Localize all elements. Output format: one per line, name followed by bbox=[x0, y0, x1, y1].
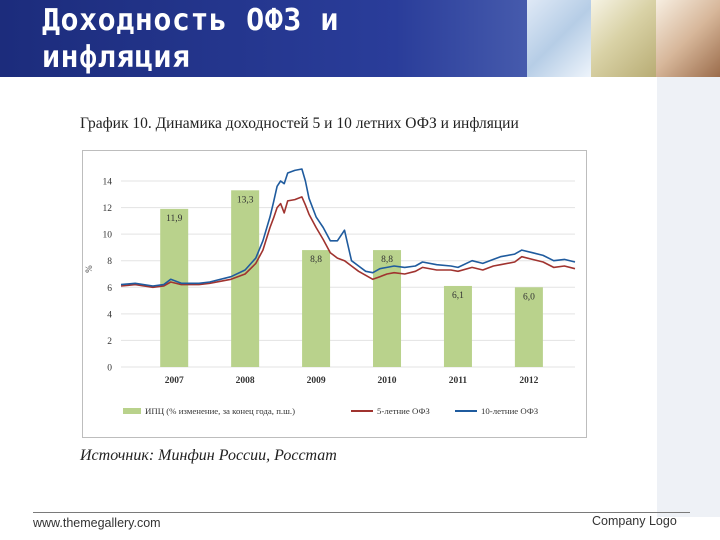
x-tick-label: 2010 bbox=[378, 376, 397, 386]
footer-url: www.themegallery.com bbox=[33, 516, 161, 530]
legend-swatch-cpi bbox=[123, 408, 141, 414]
y-tick-label: 10 bbox=[103, 231, 113, 241]
chart: 0 2 4 6 8 10 12 14% 11,9 2007 13,3 2008 8,8 2009 8,8 20… bbox=[84, 168, 576, 416]
header-photo-coins bbox=[591, 0, 656, 77]
bar-value-label: 6,1 bbox=[452, 291, 464, 301]
line-ofz-10y bbox=[120, 168, 576, 287]
company-logo: Company Logo bbox=[592, 514, 677, 528]
x-tick-label: 2007 bbox=[165, 376, 184, 386]
bar-value-label: 6,0 bbox=[523, 292, 535, 302]
x-tick-label: 2012 bbox=[519, 376, 538, 386]
slide-title: Доходность ОФЗ и инфляция bbox=[42, 3, 339, 75]
bar-cpi-2008 bbox=[231, 190, 260, 367]
x-tick-label: 2011 bbox=[449, 376, 468, 386]
legend-label-10y: 10-летние ОФЗ bbox=[481, 406, 538, 416]
bar-value-label: 8,8 bbox=[381, 255, 393, 265]
header-bar: Доходность ОФЗ и инфляция bbox=[0, 0, 720, 77]
y-axis-label: % bbox=[84, 265, 94, 273]
y-tick-label: 4 bbox=[107, 310, 112, 320]
bar-value-label: 11,9 bbox=[166, 214, 183, 224]
line-ofz-5y bbox=[120, 196, 576, 289]
header-photo-strip bbox=[527, 0, 720, 77]
x-tick-label: 2009 bbox=[307, 376, 326, 386]
y-tick-label: 14 bbox=[103, 178, 113, 188]
chart-title: График 10. Динамика доходностей 5 и 10 л… bbox=[80, 115, 519, 132]
bar-cpi-2009 bbox=[302, 250, 331, 367]
x-tick-label: 2008 bbox=[236, 376, 255, 386]
right-decor-stripe bbox=[657, 77, 720, 517]
header-photo-pen bbox=[655, 0, 720, 77]
y-tick-label: 2 bbox=[107, 337, 112, 347]
footer-divider bbox=[33, 512, 690, 513]
chart-frame: 0 2 4 6 8 10 12 14% 11,9 2007 13,3 2008 8,8 2009 8,8 20… bbox=[82, 150, 587, 438]
header-photo-money bbox=[527, 0, 592, 77]
bar-cpi-2011 bbox=[443, 285, 472, 367]
legend-label-cpi: ИПЦ (% изменение, за конец года, п.ш.) bbox=[145, 406, 295, 416]
bar-cpi-2007 bbox=[160, 208, 189, 367]
y-tick-label: 0 bbox=[107, 364, 112, 374]
source-note: Источник: Минфин России, Росстат bbox=[80, 447, 337, 464]
bar-cpi-2012 bbox=[514, 287, 543, 367]
bar-value-label: 13,3 bbox=[237, 195, 254, 205]
legend-label-5y: 5-летние ОФЗ bbox=[377, 406, 430, 416]
bar-value-label: 8,8 bbox=[310, 255, 322, 265]
y-tick-label: 8 bbox=[107, 257, 112, 267]
y-tick-label: 12 bbox=[103, 204, 113, 214]
y-tick-label: 6 bbox=[107, 284, 112, 294]
